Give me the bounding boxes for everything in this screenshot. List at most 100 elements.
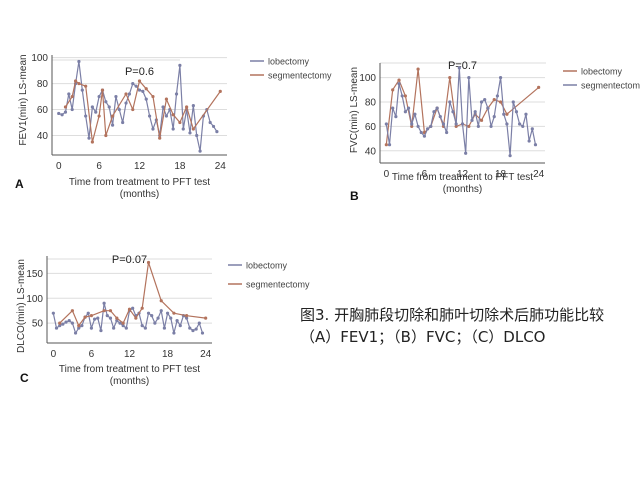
data-point-lobectomy	[70, 107, 74, 112]
p-value-label: P=0.6	[125, 66, 154, 78]
data-point-lobectomy	[114, 94, 118, 99]
y-tick-label: 60	[365, 122, 377, 133]
data-point-segmentectomy	[171, 113, 175, 117]
data-point-lobectomy	[131, 81, 135, 86]
x-tick-label: 6	[422, 169, 428, 180]
data-point-segmentectomy	[164, 97, 169, 101]
data-point-segmentectomy	[518, 122, 522, 126]
data-point-lobectomy	[391, 88, 395, 92]
data-point-segmentectomy	[445, 130, 449, 135]
data-point-lobectomy	[54, 326, 59, 330]
data-point-lobectomy	[198, 149, 202, 153]
data-point-segmentectomy	[384, 122, 388, 126]
data-point-segmentectomy	[185, 105, 189, 109]
data-point-lobectomy	[162, 326, 167, 330]
data-point-lobectomy	[137, 88, 142, 92]
data-point-lobectomy	[191, 328, 195, 333]
y-tick-label: 100	[359, 73, 376, 84]
data-point-lobectomy	[211, 124, 216, 129]
data-point-lobectomy	[467, 124, 471, 129]
data-point-lobectomy	[60, 113, 64, 117]
panel-label: C	[20, 371, 29, 385]
data-point-lobectomy	[90, 105, 94, 109]
data-point-lobectomy	[64, 320, 68, 324]
data-point-segmentectomy	[151, 94, 155, 99]
legend-label-lobectomy: lobectomy	[268, 57, 310, 67]
x-tick-label: 18	[495, 169, 507, 180]
data-point-segmentectomy	[204, 316, 208, 320]
data-point-lobectomy	[51, 311, 55, 315]
y-tick-label: 100	[31, 53, 48, 64]
data-point-lobectomy	[70, 321, 74, 325]
data-point-segmentectomy	[416, 124, 420, 129]
data-point-segmentectomy	[394, 115, 398, 119]
data-point-lobectomy	[67, 92, 71, 96]
data-point-lobectomy	[178, 63, 182, 67]
data-point-segmentectomy	[425, 127, 430, 131]
data-point-lobectomy	[479, 118, 484, 122]
data-point-segmentectomy	[524, 112, 528, 116]
data-point-lobectomy	[200, 331, 205, 335]
data-point-segmentectomy	[527, 139, 531, 143]
series-line-segmentectomy	[64, 79, 221, 143]
data-point-lobectomy	[118, 321, 122, 325]
data-point-lobectomy	[416, 67, 420, 71]
data-point-segmentectomy	[448, 100, 452, 104]
y-tick-label: 40	[37, 131, 49, 142]
data-point-segmentectomy	[387, 143, 392, 147]
legend-label-lobectomy: lobectomy	[581, 67, 623, 77]
data-point-lobectomy	[188, 326, 192, 330]
data-point-segmentectomy	[530, 127, 534, 131]
data-point-segmentectomy	[218, 89, 222, 93]
data-point-segmentectomy	[137, 79, 142, 83]
x-tick-label: 6	[89, 349, 95, 360]
panel-label: B	[350, 189, 359, 203]
data-point-lobectomy	[61, 322, 65, 326]
data-point-segmentectomy	[124, 92, 128, 96]
data-point-segmentectomy	[473, 110, 477, 114]
data-point-segmentectomy	[115, 316, 119, 320]
data-point-lobectomy	[92, 317, 97, 321]
data-point-segmentectomy	[158, 136, 162, 140]
data-point-lobectomy	[195, 133, 199, 138]
caption-title: 图3. 开胸肺段切除和肺叶切除术后肺功能比较	[300, 306, 605, 324]
figure-caption: 图3. 开胸肺段切除和肺叶切除术后肺功能比较 （A）FEV1；（B）FVC；（C…	[300, 304, 635, 348]
y-axis-label: FVC(min) LS-mean	[349, 67, 360, 153]
data-point-lobectomy	[105, 314, 109, 318]
data-point-lobectomy	[191, 104, 195, 108]
data-point-segmentectomy	[406, 106, 411, 110]
p-value-label: P=0.7	[448, 60, 477, 72]
data-point-lobectomy	[147, 114, 152, 118]
data-point-lobectomy	[150, 314, 154, 318]
data-point-lobectomy	[498, 100, 503, 104]
data-point-segmentectomy	[89, 314, 94, 318]
data-point-segmentectomy	[102, 309, 106, 313]
data-point-segmentectomy	[134, 316, 138, 320]
data-point-lobectomy	[215, 130, 219, 134]
data-point-lobectomy	[140, 324, 144, 328]
data-point-lobectomy	[410, 124, 414, 129]
data-point-lobectomy	[175, 319, 179, 323]
data-point-segmentectomy	[533, 143, 538, 147]
y-axis-label: FEV1(min) LS-mean	[18, 54, 29, 145]
panel-label: A	[15, 177, 24, 191]
data-point-lobectomy	[96, 316, 100, 320]
data-point-segmentectomy	[191, 127, 195, 131]
data-point-segmentectomy	[419, 130, 423, 135]
data-point-lobectomy	[121, 324, 125, 328]
x-tick-label: 12	[134, 161, 146, 172]
data-point-lobectomy	[492, 97, 496, 102]
data-point-lobectomy	[57, 111, 61, 116]
data-point-lobectomy	[171, 127, 175, 131]
data-point-lobectomy	[164, 114, 169, 118]
data-point-lobectomy	[58, 324, 62, 328]
data-point-lobectomy	[384, 143, 388, 147]
data-point-segmentectomy	[489, 124, 493, 129]
data-point-lobectomy	[146, 311, 151, 315]
data-point-lobectomy	[117, 107, 121, 112]
data-point-segmentectomy	[77, 324, 81, 328]
data-point-lobectomy	[89, 326, 94, 330]
y-tick-label: 40	[365, 146, 377, 157]
data-point-lobectomy	[63, 110, 68, 114]
data-point-segmentectomy	[73, 79, 78, 83]
